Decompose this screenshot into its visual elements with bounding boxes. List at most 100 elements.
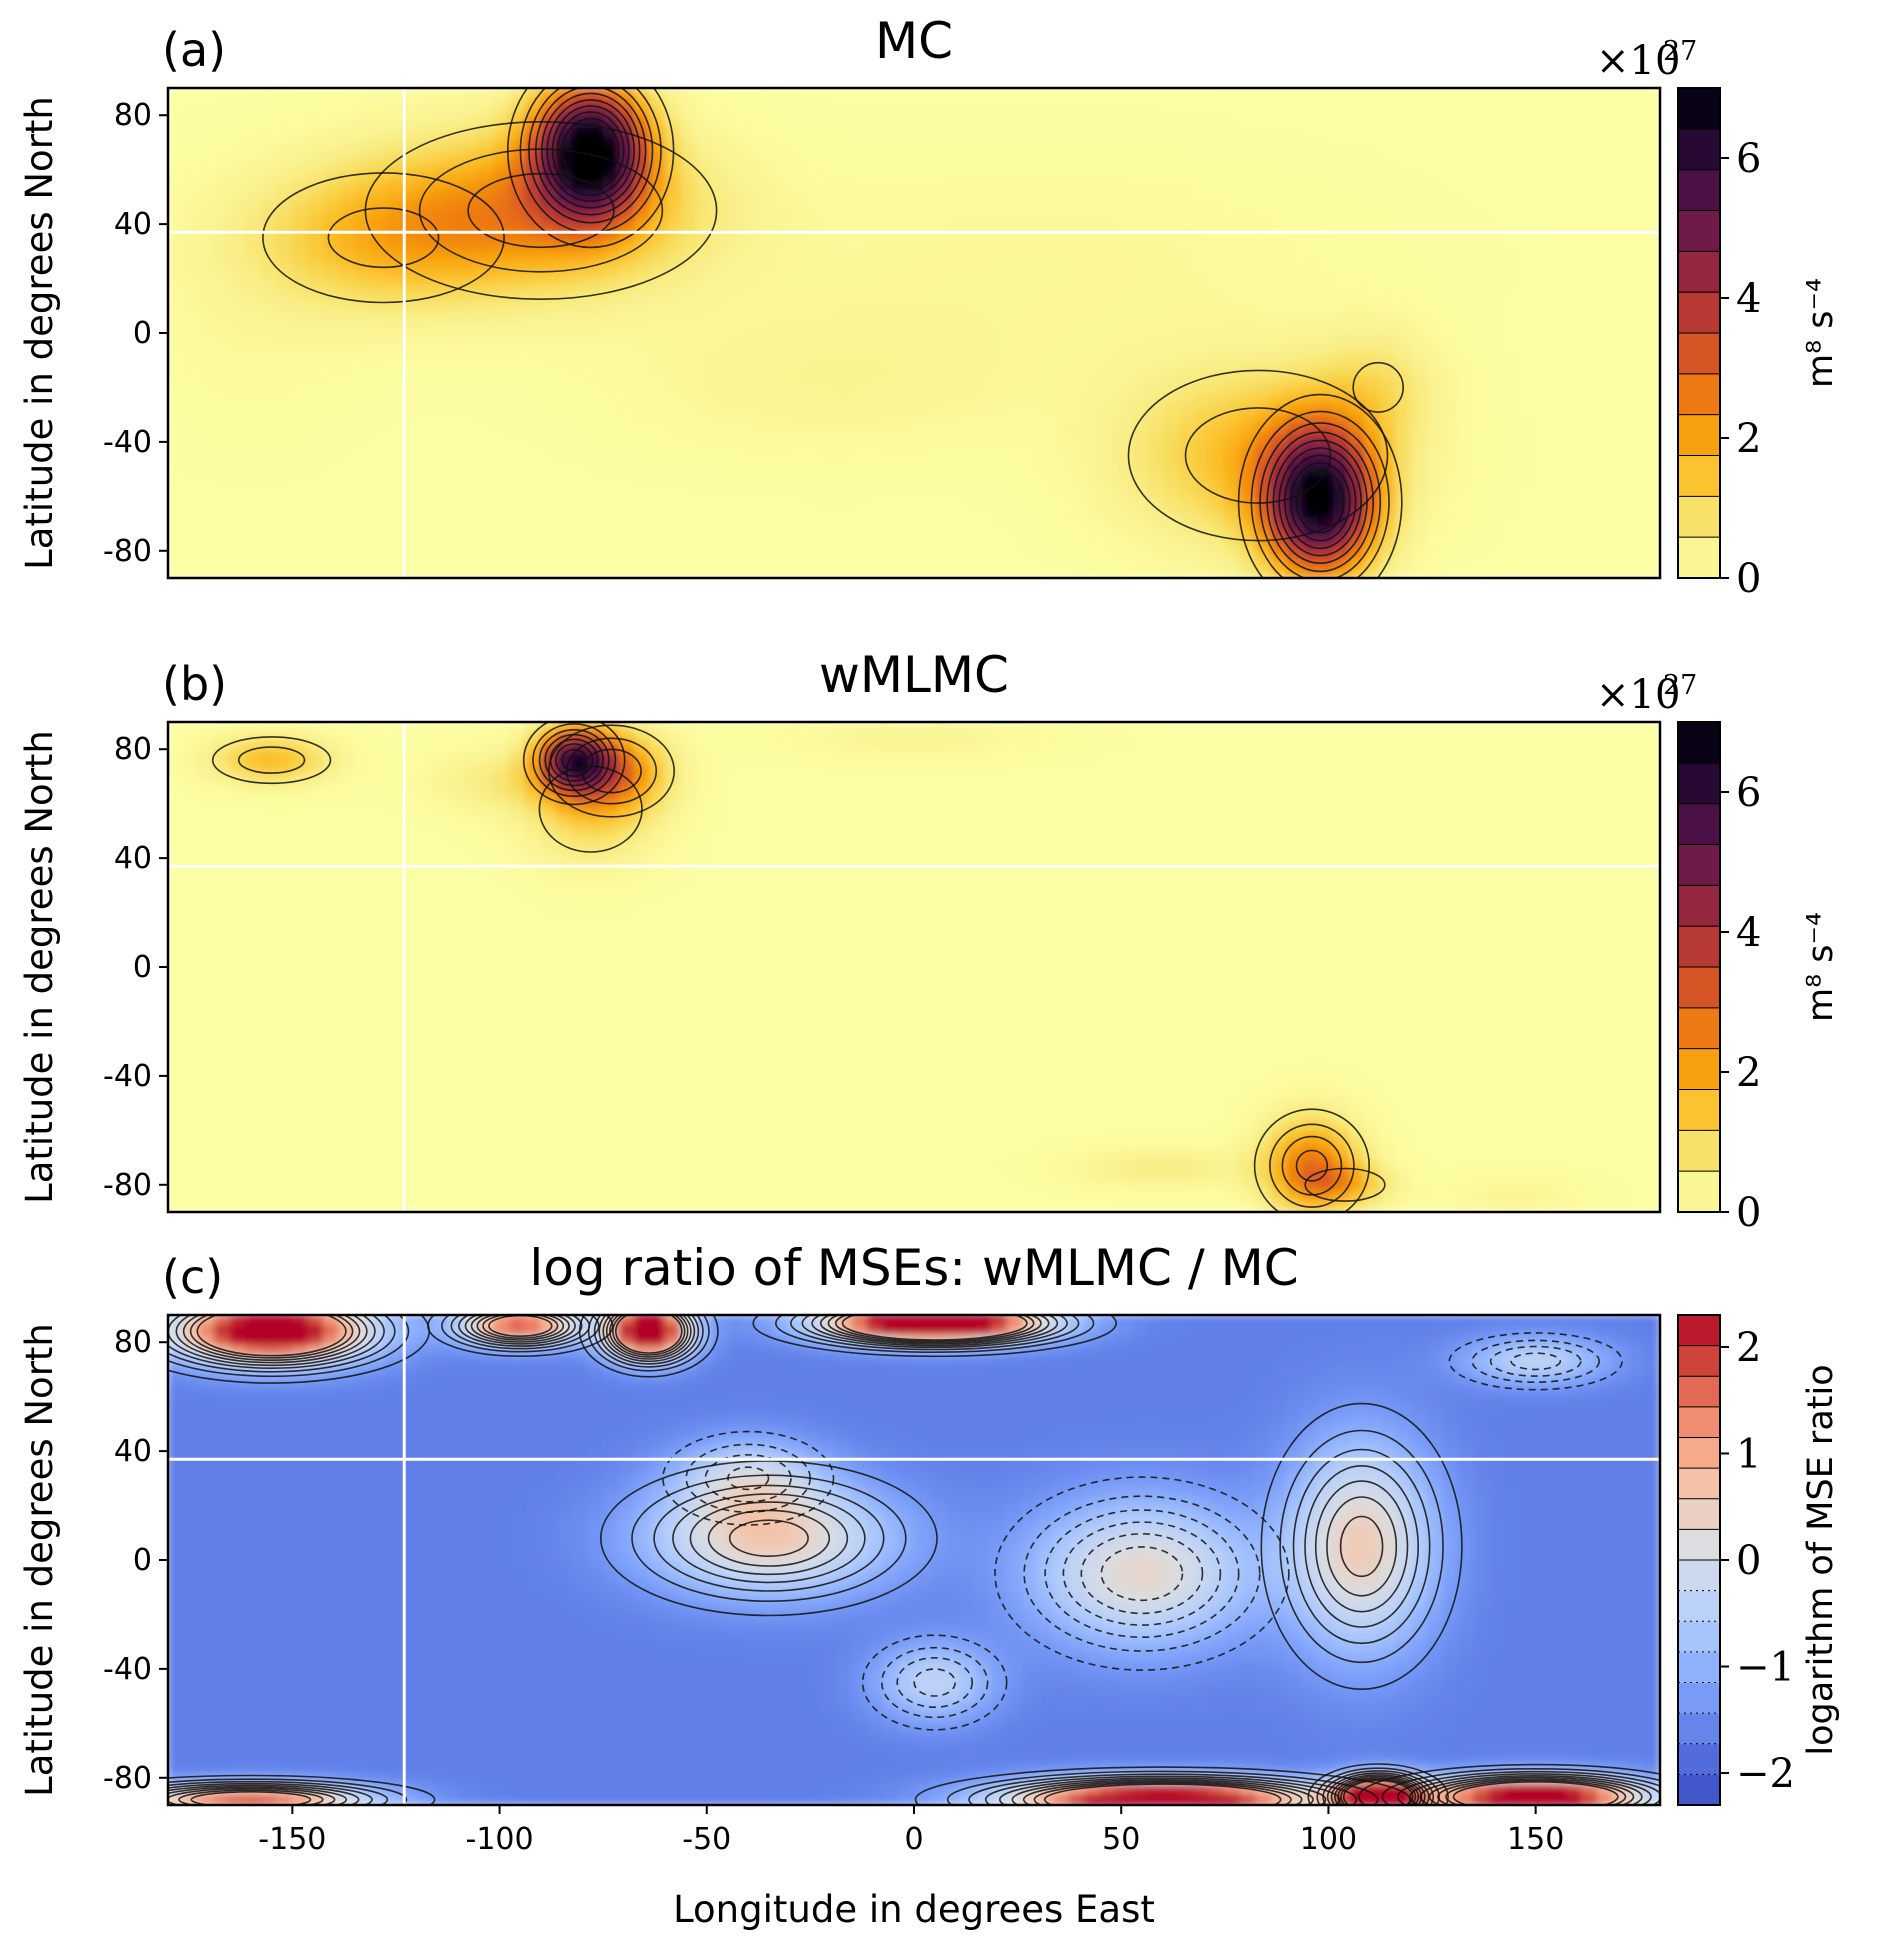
heatmap-cell <box>1519 107 1537 120</box>
heatmap-cell <box>400 444 418 456</box>
heatmap-cell <box>338 475 355 487</box>
heatmap-cell <box>789 148 806 160</box>
heatmap-cell <box>991 271 1008 283</box>
heatmap-cell <box>1643 271 1660 283</box>
heatmap-cell <box>633 546 651 559</box>
heatmap-cell <box>664 363 682 375</box>
heatmap-cell <box>1177 526 1195 538</box>
heatmap-cell <box>1068 291 1086 303</box>
heatmap-cell <box>835 383 853 395</box>
heatmap-cell <box>1348 741 1366 754</box>
heatmap-cell <box>1597 220 1614 232</box>
heatmap-cell <box>1006 138 1024 150</box>
heatmap-cell <box>664 557 682 569</box>
heatmap-cell <box>1597 322 1614 334</box>
heatmap-cell <box>1162 138 1179 150</box>
heatmap-cell <box>929 322 946 334</box>
heatmap-cell <box>338 250 355 263</box>
heatmap-cell <box>804 97 822 109</box>
heatmap-cell <box>1333 526 1350 538</box>
heatmap-cell <box>727 281 744 293</box>
heatmap-cell <box>960 179 977 191</box>
heatmap-cell <box>260 352 278 365</box>
heatmap-cell <box>493 148 511 160</box>
heatmap-cell <box>1426 536 1443 548</box>
heatmap-cell <box>1395 465 1412 477</box>
heatmap-cell <box>447 444 464 456</box>
heatmap-cell <box>556 424 573 436</box>
heatmap-cell <box>1193 557 1210 569</box>
heatmap-cell <box>245 455 262 467</box>
heatmap-cell <box>307 169 324 181</box>
heatmap-cell <box>540 322 558 334</box>
heatmap-cell <box>524 526 542 538</box>
heatmap-cell <box>1084 731 1101 743</box>
heatmap-cell <box>804 526 822 538</box>
heatmap-cell <box>1162 506 1179 518</box>
heatmap-cell <box>1473 414 1490 426</box>
heatmap-cell <box>882 342 899 354</box>
heatmap-cell <box>789 332 806 344</box>
heatmap-cell <box>758 536 775 548</box>
heatmap-cell <box>695 403 713 416</box>
heatmap-cell <box>1255 403 1272 416</box>
heatmap-cell <box>1317 128 1335 140</box>
heatmap-cell <box>587 97 604 109</box>
heatmap-cell <box>851 169 868 181</box>
heatmap-cell <box>478 352 495 365</box>
heatmap-cell <box>1037 138 1055 150</box>
heatmap-cell <box>680 414 697 426</box>
heatmap-cell <box>168 352 185 365</box>
heatmap-cell <box>929 250 946 263</box>
heatmap-cell <box>1643 526 1660 538</box>
heatmap-cell <box>1146 118 1164 130</box>
heatmap-cell <box>695 138 713 150</box>
heatmap-cell <box>1426 199 1443 211</box>
heatmap-cell <box>1100 88 1117 99</box>
heatmap-cell <box>773 148 791 160</box>
heatmap-cell <box>742 516 760 528</box>
heatmap-cell <box>1364 332 1381 344</box>
heatmap-cell <box>214 516 231 528</box>
heatmap-cell <box>773 526 791 538</box>
heatmap-cell <box>602 485 620 497</box>
heatmap-cell <box>944 403 962 416</box>
heatmap-cell <box>509 455 526 467</box>
heatmap-cell <box>944 383 962 395</box>
heatmap-cell <box>1628 138 1645 150</box>
heatmap-cell <box>307 363 324 375</box>
heatmap-cell <box>556 414 573 426</box>
heatmap-cell <box>354 722 371 733</box>
heatmap-cell <box>1441 557 1459 569</box>
heatmap-cell <box>1022 414 1039 426</box>
heatmap-cell <box>1177 536 1195 548</box>
heatmap-cell <box>727 301 744 314</box>
heatmap-cell <box>1208 557 1226 569</box>
heatmap-cell <box>633 506 651 518</box>
heatmap-cell <box>1302 138 1319 150</box>
heatmap-cell <box>1131 169 1148 181</box>
heatmap-cell <box>509 332 526 344</box>
heatmap-cell <box>1457 567 1474 578</box>
heatmap-cell <box>1068 393 1086 405</box>
heatmap-cell <box>1100 189 1117 201</box>
heatmap-cell <box>851 179 868 191</box>
heatmap-cell <box>897 495 915 508</box>
heatmap-cell <box>758 128 775 140</box>
heatmap-cell <box>1488 158 1506 171</box>
heatmap-cell <box>462 546 480 559</box>
heatmap-cell <box>1208 128 1226 140</box>
heatmap-cell <box>1612 158 1630 171</box>
heatmap-cell <box>1535 403 1552 416</box>
heatmap-cell <box>1239 210 1257 222</box>
heatmap-cell <box>385 128 402 140</box>
heatmap-cell <box>944 526 962 538</box>
heatmap-cell <box>369 240 387 252</box>
heatmap-cell <box>618 107 635 120</box>
heatmap-cell <box>183 546 200 559</box>
heatmap-cell <box>183 731 200 743</box>
heatmap-cell <box>1504 485 1521 497</box>
heatmap-cell <box>540 414 558 426</box>
heatmap-cell <box>1177 97 1195 109</box>
heatmap-cell <box>991 557 1008 569</box>
